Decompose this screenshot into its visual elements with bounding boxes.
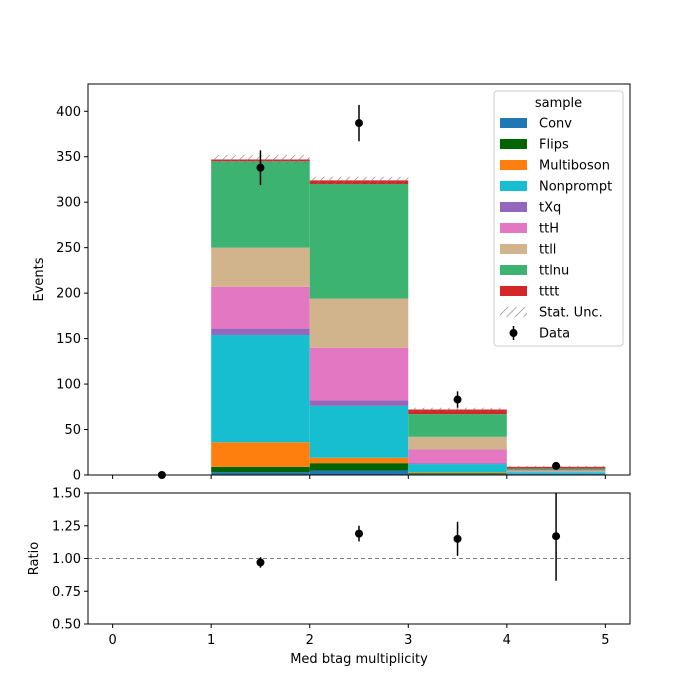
ratio-xtick-label-0: 0: [108, 633, 116, 648]
main-ytick-label-7: 350: [56, 150, 81, 165]
bar-flips-bin-3: [408, 473, 507, 475]
bar-nonprompt-bin-4: [506, 472, 606, 475]
data-point-1: [256, 163, 265, 172]
bar-txq-bin-3: [408, 463, 507, 465]
bar-ttlnu-bin-2: [309, 184, 409, 299]
legend-title: sample: [535, 96, 582, 111]
legend-swatch-multiboson: [500, 160, 527, 170]
legend: sample Conv Flips Multiboson Nonprompt tXq ttH…: [493, 90, 624, 347]
legend-label-txq: tXq: [539, 201, 561, 216]
main-axes-frame: [87, 83, 631, 476]
legend-data-marker: [509, 329, 518, 337]
legend-label-ttlnu: ttlnu: [539, 264, 569, 279]
bar-ttll-bin-2: [309, 298, 409, 348]
ratio-ytick-label-0: 0.50: [52, 618, 81, 633]
main-ytick-label-1: 50: [64, 423, 81, 438]
main-ytick-label-4: 200: [56, 287, 81, 302]
bar-conv-bin-1: [211, 472, 310, 475]
bar-ttll-bin-3: [408, 436, 507, 450]
legend-label-data: Data: [539, 327, 570, 342]
bar-multiboson-bin-3: [408, 472, 507, 474]
main-ytick-label-3: 150: [56, 332, 81, 347]
legend-swatch-nonprompt: [500, 181, 527, 191]
main-ytick-label-6: 300: [56, 196, 81, 211]
bar-txq-bin-2: [309, 400, 409, 406]
ratio-ytick-label-3: 1.25: [52, 519, 81, 534]
main-ytick-label-8: 400: [56, 105, 81, 120]
ratio-xtick-label-5: 5: [601, 633, 609, 648]
data-point-4: [552, 461, 561, 470]
legend-label-nonprompt: Nonprompt: [539, 180, 612, 195]
bar-tth-bin-1: [211, 286, 310, 329]
bar-tth-bin-4: [506, 471, 606, 473]
legend-label-tth: ttH: [539, 222, 559, 237]
bar-multiboson-bin-1: [211, 442, 310, 467]
bar-tth-bin-2: [309, 347, 409, 401]
bar-flips-bin-1: [211, 466, 310, 473]
legend-label-stat-unc: Stat. Unc.: [539, 306, 603, 321]
ratio-point-3: [552, 532, 561, 541]
bar-tttt-bin-3: [408, 409, 507, 415]
bar-conv-bin-2: [309, 470, 409, 475]
ratio-panel: 0.50 0.75 1.00 1.25 1.50 0 1 2 3 4 5 Ratio Med btag …: [27, 487, 631, 667]
bar-flips-bin-2: [309, 463, 409, 471]
main-ytick-label-2: 100: [56, 378, 81, 393]
legend-label-flips: Flips: [539, 138, 569, 153]
data-point-2: [355, 119, 363, 128]
ratio-point-2: [453, 534, 462, 543]
legend-swatch-txq: [500, 202, 527, 212]
x-axis-label: Med btag multiplicity: [290, 652, 428, 667]
ratio-y-axis-label: Ratio: [27, 542, 42, 575]
ratio-axes-frame: [87, 492, 631, 625]
main-panel: 0 50 100 150 200 250 300 350 400 Events: [32, 83, 631, 484]
ratio-xtick-label-4: 4: [503, 633, 511, 648]
ratio-ytick-label-1: 0.75: [52, 585, 81, 600]
bar-ttlnu-bin-3: [408, 414, 507, 437]
ratio-ytick-label-2: 1.00: [52, 552, 81, 567]
legend-label-ttll: ttll: [539, 243, 556, 258]
ratio-xtick-label-1: 1: [207, 633, 215, 648]
ratio-xtick-label-3: 3: [404, 633, 412, 648]
legend-label-tttt: tttt: [539, 285, 559, 300]
bar-txq-bin-1: [211, 328, 310, 335]
bar-nonprompt-bin-2: [309, 405, 409, 458]
main-y-axis-label: Events: [32, 257, 47, 301]
legend-label-conv: Conv: [539, 117, 572, 132]
legend-swatch-ttlnu: [500, 265, 527, 275]
legend-swatch-tth: [500, 223, 527, 233]
legend-swatch-ttll: [500, 244, 527, 254]
bar-nonprompt-bin-3: [408, 464, 507, 473]
legend-swatch-stat-unc: [500, 307, 527, 317]
legend-swatch-conv: [500, 118, 527, 128]
legend-label-multiboson: Multiboson: [539, 159, 610, 174]
main-ytick-label-0: 0: [73, 469, 81, 484]
legend-box: [493, 90, 624, 347]
main-ytick-label-5: 250: [56, 241, 81, 256]
bar-multiboson-bin-2: [309, 457, 409, 464]
stat-unc-band-bin-2: [309, 176, 409, 185]
ratio-point-0: [256, 558, 265, 567]
bar-ttll-bin-1: [211, 247, 310, 287]
ratio-ytick-label-4: 1.50: [52, 487, 81, 502]
ratio-xtick-label-2: 2: [306, 633, 314, 648]
data-point-3: [453, 395, 462, 404]
bar-tth-bin-3: [408, 449, 507, 464]
bar-nonprompt-bin-1: [211, 334, 310, 443]
legend-swatch-tttt: [500, 286, 527, 296]
ratio-point-1: [355, 529, 363, 538]
bar-ttll-bin-4: [506, 470, 606, 472]
stat-unc-band-bin-3: [408, 407, 507, 412]
legend-swatch-flips: [500, 139, 527, 149]
